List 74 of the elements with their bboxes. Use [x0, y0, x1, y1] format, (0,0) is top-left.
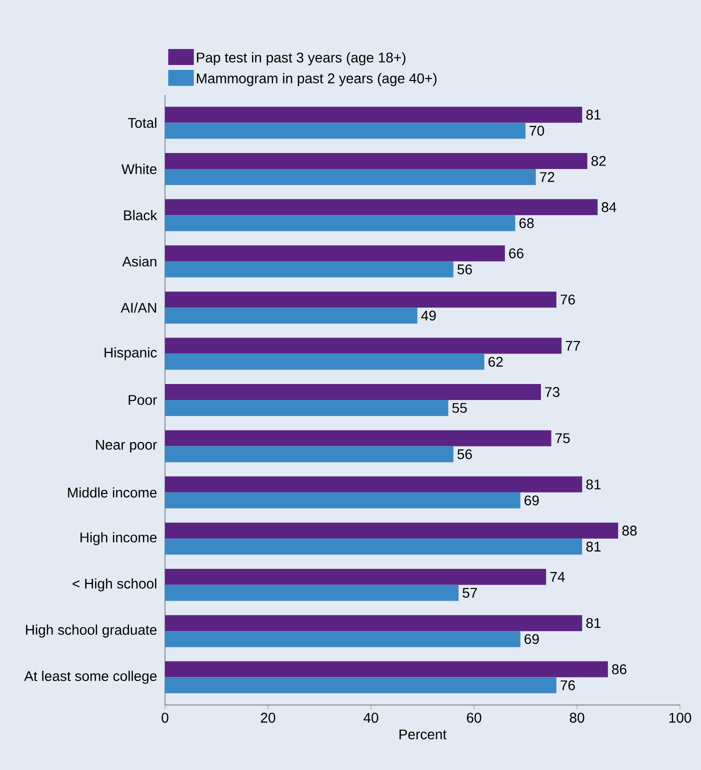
data-label: 55	[452, 403, 467, 413]
bar	[165, 492, 520, 508]
y-tick-label: High school graduate	[26, 624, 157, 638]
y-tick-label: Total	[128, 118, 156, 128]
bar	[165, 354, 484, 370]
y-tick-label: Near poor	[96, 440, 157, 452]
data-label: 74	[550, 572, 565, 582]
bar	[165, 384, 541, 400]
data-label: 56	[458, 264, 472, 274]
bar	[165, 476, 582, 492]
data-label: 69	[524, 495, 539, 506]
bar	[165, 446, 454, 462]
data-label: 84	[602, 202, 616, 212]
x-tick-label: 40	[364, 712, 378, 723]
y-tick-label: Black	[124, 210, 158, 220]
bar	[165, 661, 608, 678]
data-label: 73	[545, 387, 560, 397]
bar	[165, 677, 556, 694]
bar	[165, 538, 582, 555]
y-tick-label: < High school	[72, 578, 156, 592]
data-label: 56	[458, 449, 472, 460]
data-label: 88	[622, 526, 637, 536]
data-label: 81	[586, 618, 601, 628]
x-tick-label: 60	[466, 712, 482, 723]
y-tick-label: Middle income	[68, 487, 157, 498]
bar	[165, 308, 418, 324]
data-label: 62	[488, 356, 503, 367]
y-tick-label: AI/AN	[120, 302, 156, 313]
x-tick-label: 100	[669, 712, 692, 723]
bar	[165, 245, 505, 262]
data-label: 66	[509, 248, 524, 258]
bar	[165, 522, 618, 539]
y-tick-label: Poor	[128, 395, 157, 405]
data-label: 70	[530, 126, 544, 136]
data-label: 68	[519, 218, 534, 228]
x-axis-title: Percent	[400, 730, 447, 740]
data-label: 76	[560, 294, 575, 305]
y-tick-label: High income	[80, 532, 157, 546]
bar	[165, 261, 454, 278]
bar	[165, 338, 562, 354]
bar	[165, 152, 588, 169]
y-tick-label: Asian	[122, 256, 156, 267]
bar	[165, 615, 582, 632]
bar	[165, 215, 516, 232]
x-tick-label: 0	[162, 712, 168, 723]
x-tick-label: 20	[260, 712, 276, 723]
bar	[165, 168, 536, 185]
y-tick-label: Hispanic	[104, 347, 157, 360]
bar	[165, 106, 582, 123]
bar	[165, 430, 552, 446]
data-label: 82	[591, 156, 606, 166]
y-tick-label: White	[121, 164, 157, 174]
data-label: 77	[566, 340, 580, 351]
data-label: 75	[556, 433, 570, 444]
x-tick-label: 80	[570, 712, 584, 723]
data-label: 72	[540, 172, 554, 182]
data-label: 69	[524, 634, 539, 644]
legend-label: Pap test in past 3 years (age 18+)	[196, 52, 406, 66]
bar	[165, 400, 448, 416]
bar	[165, 631, 520, 648]
data-label: 49	[421, 310, 436, 321]
data-label: 81	[586, 110, 601, 120]
bar	[165, 568, 546, 585]
bar	[165, 199, 598, 216]
data-label: 81	[586, 542, 601, 552]
data-label: 57	[462, 588, 477, 598]
bar	[165, 584, 459, 601]
data-label: 81	[586, 479, 601, 490]
y-tick-label: At least some college	[24, 670, 157, 684]
legend-label: Mammogram in past 2 years (age 40+)	[196, 73, 436, 86]
bar	[165, 292, 556, 308]
data-label: 76	[560, 680, 575, 690]
bar	[165, 122, 526, 139]
data-label: 86	[612, 664, 626, 674]
